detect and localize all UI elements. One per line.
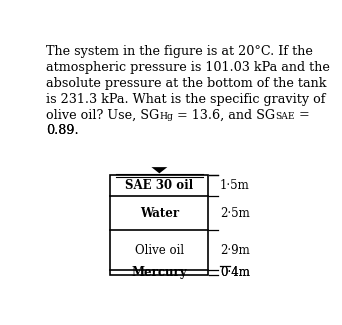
Polygon shape: [152, 167, 167, 173]
Text: Mercury: Mercury: [132, 266, 187, 279]
Text: = 13.6, and SG: = 13.6, and SG: [173, 108, 275, 121]
Text: 2·5m: 2·5m: [220, 207, 250, 220]
Text: olive oil? Use, SG: olive oil? Use, SG: [46, 108, 159, 121]
Text: 0.89.: 0.89.: [46, 124, 79, 137]
Text: The system in the figure is at 20°C. If the: The system in the figure is at 20°C. If …: [46, 45, 313, 58]
Text: atmospheric pressure is 101.03 kPa and the: atmospheric pressure is 101.03 kPa and t…: [46, 61, 330, 74]
Text: =: =: [295, 108, 310, 121]
Text: 1·5m: 1·5m: [220, 179, 250, 192]
Text: Hg: Hg: [159, 111, 173, 121]
Text: Water: Water: [140, 207, 179, 220]
Text: 0·4m: 0·4m: [220, 266, 250, 279]
Text: 0.89.: 0.89.: [46, 124, 79, 137]
Text: 0·4m: 0·4m: [220, 266, 250, 279]
Text: SAE: SAE: [275, 111, 295, 121]
Text: absolute pressure at the bottom of the tank: absolute pressure at the bottom of the t…: [46, 77, 326, 90]
Text: Olive oil: Olive oil: [135, 244, 184, 257]
Text: SAE 30 oil: SAE 30 oil: [125, 179, 194, 192]
Text: is 231.3 kPa. What is the specific gravity of: is 231.3 kPa. What is the specific gravi…: [46, 93, 326, 106]
Text: 2·9m: 2·9m: [220, 244, 250, 257]
